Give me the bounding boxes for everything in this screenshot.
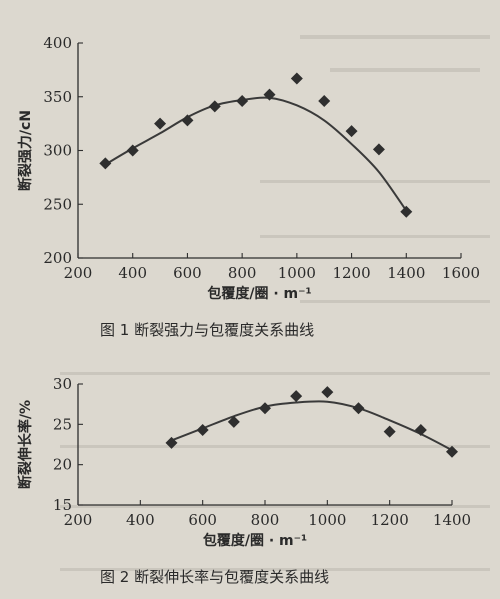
y-tick-label: 250: [43, 195, 72, 213]
y-tick-label: 20: [53, 456, 72, 474]
data-point-marker: [236, 95, 249, 108]
x-tick-label: 1400: [433, 511, 471, 529]
y-tick-label: 30: [53, 375, 72, 393]
data-point-marker: [345, 125, 358, 138]
data-point-marker: [446, 445, 458, 458]
x-tick-label: 800: [228, 264, 257, 282]
data-point-marker: [318, 95, 331, 108]
data-point-marker: [414, 423, 427, 436]
x-axis-title: 包覆度/圈 · m⁻¹: [203, 532, 307, 549]
data-point-marker: [321, 386, 334, 399]
data-point-marker: [290, 72, 303, 85]
data-point-marker: [154, 117, 167, 130]
fit-curve: [171, 400, 453, 452]
y-tick-label: 15: [53, 496, 72, 514]
data-point-marker: [383, 425, 396, 438]
data-point-marker: [165, 436, 178, 449]
y-axis-title: 断裂伸长率/%: [17, 400, 34, 489]
x-tick-label: 1000: [278, 264, 316, 282]
data-point-marker: [208, 100, 221, 113]
x-tick-label: 800: [251, 511, 280, 529]
chart-breaking-strength: 200 400 600 800 1000 1200 1400 1600 200 250 300 350…: [17, 34, 480, 302]
x-tick-label: 200: [64, 264, 93, 282]
data-point-marker: [263, 88, 276, 101]
data-point-marker: [372, 143, 385, 156]
data-point-marker: [196, 423, 209, 436]
data-point-marker: [227, 415, 240, 428]
y-tick-label: 25: [53, 415, 72, 433]
x-tick-label: 1200: [332, 264, 370, 282]
data-point-marker: [126, 144, 139, 157]
data-point-marker: [352, 402, 365, 415]
x-tick-label: 200: [64, 511, 93, 529]
data-point-marker: [400, 205, 413, 218]
x-tick-label: 1600: [442, 264, 480, 282]
data-point-marker: [181, 114, 194, 127]
x-tick-label: 600: [173, 264, 202, 282]
x-tick-label: 1200: [371, 511, 409, 529]
caption-figure-1: 图 1 断裂强力与包覆度关系曲线: [100, 321, 314, 339]
y-tick-label: 300: [43, 142, 72, 160]
y-axis-title: 断裂强力/cN: [17, 110, 34, 191]
x-tick-label: 400: [118, 264, 147, 282]
data-point-marker: [99, 157, 112, 170]
y-tick-label: 350: [43, 88, 72, 106]
x-axis-title: 包覆度/圈 · m⁻¹: [207, 285, 311, 302]
x-tick-label: 400: [126, 511, 155, 529]
x-tick-label: 600: [188, 511, 217, 529]
y-tick-label: 400: [43, 34, 72, 52]
data-point-marker: [259, 402, 271, 415]
y-tick-label: 200: [43, 249, 72, 267]
page-texture: [60, 35, 490, 571]
fit-curve: [104, 96, 408, 212]
data-point-marker: [290, 390, 303, 403]
x-tick-label: 1000: [308, 511, 346, 529]
chart-breaking-elongation: 200 400 600 800 1000 1200 1400 15 20 25 30 包覆度/圈 · …: [17, 375, 471, 549]
caption-figure-2: 图 2 断裂伸长率与包覆度关系曲线: [100, 568, 329, 586]
x-tick-label: 1400: [387, 264, 425, 282]
